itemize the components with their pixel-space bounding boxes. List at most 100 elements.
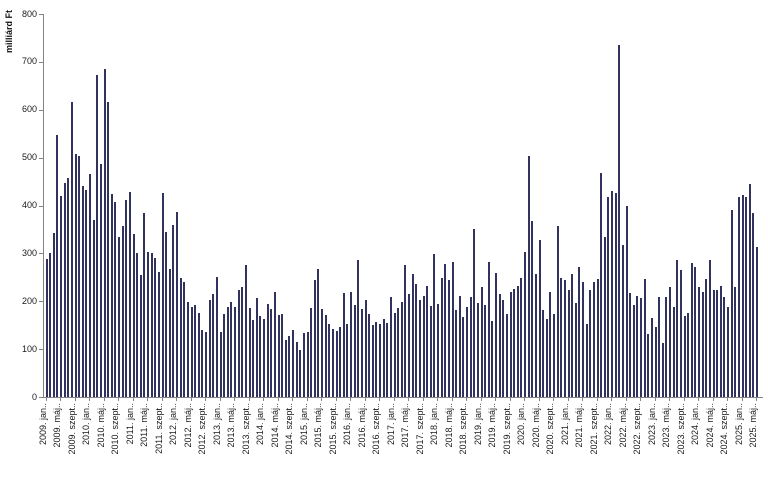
bar (690, 262, 693, 397)
y-axis-tick (39, 110, 43, 111)
x-axis-tick (437, 398, 438, 401)
bar (596, 278, 599, 397)
bar (498, 294, 501, 397)
bar (665, 296, 668, 397)
bar (219, 331, 222, 397)
bar (241, 286, 244, 397)
bar (408, 293, 410, 397)
bar (172, 224, 175, 397)
x-axis-tick-label: 2012. jan.. (168, 403, 178, 446)
y-axis-tick-label: 300 (21, 248, 37, 258)
bar (313, 280, 316, 397)
bar (183, 282, 186, 397)
bar (393, 312, 396, 397)
bar (273, 292, 276, 397)
bar (139, 274, 142, 397)
bar (331, 328, 334, 397)
x-axis-tick (466, 398, 467, 401)
x-axis-tick (481, 398, 482, 401)
x-axis-tick (611, 398, 612, 401)
x-axis-tick (162, 398, 163, 401)
bar (212, 293, 215, 397)
bar (505, 313, 508, 397)
x-axis-tick-label: 2025. máj.. (748, 403, 758, 448)
y-axis-tick (39, 14, 43, 15)
x-axis-tick (408, 398, 409, 401)
bar (389, 296, 392, 397)
x-axis-tick-label: 2015. jan.. (299, 403, 309, 446)
bar (632, 305, 635, 397)
bar (727, 307, 729, 397)
bar (85, 190, 88, 397)
x-axis-tick (698, 398, 699, 401)
bar (350, 292, 352, 397)
bar (400, 301, 403, 397)
bar (176, 212, 178, 397)
bar (168, 268, 171, 397)
y-axis-tick (39, 206, 43, 207)
x-axis-tick-label: 2009. jan.. (38, 403, 48, 446)
x-axis-tick-label: 2021. szept.. (589, 403, 599, 455)
x-axis-tick-label: 2016. máj.. (357, 403, 367, 448)
x-axis-tick-label: 2023. jan.. (647, 403, 657, 446)
bar (647, 334, 650, 397)
bar (353, 305, 356, 397)
bar (226, 307, 229, 397)
bar (640, 298, 642, 397)
bar (357, 259, 360, 397)
x-axis-tick (176, 398, 177, 401)
bar (277, 315, 280, 397)
bar (621, 245, 624, 397)
bar (230, 301, 233, 397)
bar (560, 277, 563, 397)
bar (607, 197, 610, 397)
x-axis-tick (582, 398, 583, 401)
bar (386, 322, 389, 397)
x-axis-tick-label: 2018. máj.. (444, 403, 454, 448)
x-axis-tick-label: 2020. szept.. (545, 403, 555, 455)
bar (516, 286, 519, 397)
x-axis-tick-label: 2013. szept.. (241, 403, 251, 455)
bar (556, 226, 559, 397)
x-axis-tick (249, 398, 250, 401)
bar (458, 295, 461, 397)
bar (582, 282, 584, 397)
x-axis-tick-label: 2024. szept.. (719, 403, 729, 455)
x-axis-tick-label: 2014. jan.. (255, 403, 265, 446)
bar (585, 323, 588, 397)
bar (734, 286, 737, 397)
bar (306, 331, 309, 397)
x-axis-tick-label: 2025. jan.. (734, 403, 744, 446)
x-axis-tick-label: 2011. máj.. (139, 403, 149, 447)
bar (371, 325, 374, 397)
x-axis-tick (307, 398, 308, 401)
x-axis-tick-label: 2015. máj.. (313, 403, 323, 448)
bar (132, 234, 135, 397)
bar (705, 278, 708, 397)
x-axis-tick (191, 398, 192, 401)
x-axis-tick-label: 2012. szept.. (197, 403, 207, 455)
bar (237, 290, 240, 397)
bar (397, 308, 400, 397)
y-axis-tick-label: 700 (21, 56, 37, 66)
bar (487, 262, 490, 397)
bar (295, 341, 298, 397)
bar (292, 330, 294, 397)
bar (339, 327, 342, 397)
bar (302, 333, 305, 397)
bar (542, 310, 545, 397)
bar (752, 213, 755, 397)
x-axis-tick (89, 398, 90, 401)
bar (730, 210, 733, 397)
x-axis-tick-label: 2020. máj.. (531, 403, 541, 448)
bar (716, 289, 719, 397)
bar (78, 156, 81, 397)
x-axis-tick (713, 398, 714, 401)
bar (625, 205, 628, 397)
x-axis-tick (640, 398, 641, 401)
bar (534, 274, 537, 397)
bar (756, 247, 758, 397)
x-axis-tick-label: 2022. jan.. (603, 403, 613, 446)
bar (643, 278, 646, 397)
bar (712, 290, 715, 397)
